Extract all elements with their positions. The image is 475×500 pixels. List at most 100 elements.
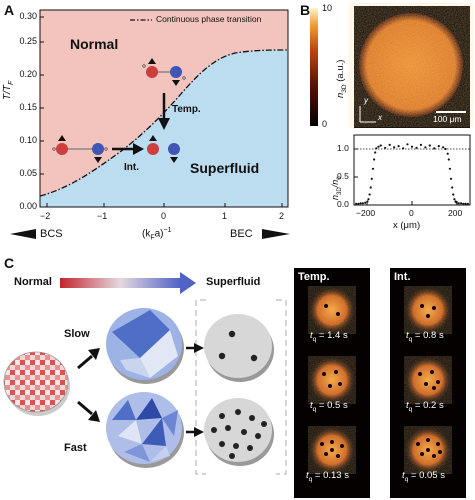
quench-superfluid-label: Superfluid bbox=[206, 276, 261, 288]
colorbar-label: n3D (a.u.) bbox=[335, 59, 348, 98]
profile-point bbox=[437, 145, 440, 148]
temp-snapshots bbox=[308, 286, 356, 474]
y-axis-ticks bbox=[40, 16, 44, 208]
bcs-label: BCS bbox=[40, 228, 63, 240]
temp-column-title: Temp. bbox=[298, 271, 330, 283]
profile-point bbox=[393, 146, 396, 149]
temperature-arrow bbox=[158, 93, 170, 130]
temp-time-3: tq = 0.13 s bbox=[306, 470, 349, 483]
profile-ytick-0: 0.0 bbox=[337, 199, 349, 209]
bec-label: BEC bbox=[230, 228, 253, 240]
profile-point bbox=[375, 147, 378, 150]
quench-gradient-arrow bbox=[60, 278, 180, 288]
int-snapshots bbox=[404, 286, 452, 474]
superfluid-slow-disc bbox=[204, 314, 274, 382]
colorbar bbox=[310, 8, 318, 126]
profile-xtick-neg200: −200 bbox=[356, 208, 376, 218]
profile-point bbox=[453, 198, 456, 201]
density-image-panel bbox=[310, 6, 471, 206]
legend-label: Continuous phase transition bbox=[156, 14, 262, 24]
molecule-normal bbox=[142, 58, 186, 86]
profile-point bbox=[357, 202, 360, 205]
profile-point bbox=[379, 144, 382, 147]
profile-point bbox=[415, 146, 418, 149]
profile-point bbox=[428, 144, 431, 147]
profile-point bbox=[397, 145, 400, 148]
profile-point bbox=[444, 147, 447, 151]
superfluid-label: Superfluid bbox=[190, 160, 260, 176]
x-axis-label: (kFa)−1 bbox=[142, 227, 172, 242]
colorbar-min: 0 bbox=[322, 119, 328, 129]
y-axis-label: T/TF bbox=[2, 80, 15, 100]
profile-point bbox=[388, 143, 391, 146]
normal-disc bbox=[3, 351, 70, 416]
profile-point bbox=[359, 202, 362, 205]
profile-point bbox=[446, 152, 449, 155]
profile-point bbox=[406, 143, 409, 146]
profile-point bbox=[455, 201, 458, 204]
profile-point bbox=[377, 145, 380, 148]
axis-x-label: x bbox=[378, 113, 382, 122]
bcs-arrow bbox=[10, 229, 36, 239]
int-time-2: tq = 0.2 s bbox=[406, 400, 444, 413]
slow-label: Slow bbox=[64, 328, 90, 340]
profile-point bbox=[460, 202, 463, 205]
snapshot-columns bbox=[294, 268, 466, 498]
quench-schematic bbox=[3, 272, 287, 475]
slow-domain-disc bbox=[106, 308, 184, 384]
profile-xtick-0: 0 bbox=[409, 208, 414, 218]
profile-point bbox=[447, 158, 450, 161]
profile-ytick-1: 1.0 bbox=[337, 143, 349, 153]
int-arrow-label: Int. bbox=[124, 162, 139, 173]
profile-point bbox=[424, 146, 427, 149]
profile-xtick-200: 200 bbox=[448, 208, 463, 218]
fast-label: Fast bbox=[64, 442, 87, 454]
profile-point bbox=[466, 202, 469, 205]
panel-c-label: C bbox=[4, 255, 15, 271]
axes-indicator bbox=[359, 106, 376, 123]
quench-normal-label: Normal bbox=[14, 276, 52, 288]
profile-ytick-05: 0.5 bbox=[337, 171, 349, 181]
profile-point bbox=[402, 147, 405, 150]
profile-point bbox=[373, 158, 376, 161]
superfluid-fast-disc bbox=[204, 398, 274, 466]
temp-time-1: tq = 1.4 s bbox=[310, 330, 348, 343]
colorbar-max: 10 bbox=[322, 3, 333, 13]
bec-arrow bbox=[262, 229, 290, 239]
profile-point bbox=[448, 167, 451, 170]
profile-point bbox=[366, 200, 369, 203]
profile-point bbox=[452, 193, 455, 196]
axis-y-label: y bbox=[364, 96, 368, 105]
arrow-to-slow bbox=[77, 354, 93, 370]
temp-time-2: tq = 0.5 s bbox=[310, 400, 348, 413]
profile-point bbox=[361, 202, 364, 205]
int-time-1: tq = 0.8 s bbox=[406, 330, 444, 343]
profile-point bbox=[355, 202, 358, 205]
profile-point bbox=[449, 177, 453, 180]
profile-point bbox=[464, 202, 467, 205]
profile-xlabel: x (μm) bbox=[393, 220, 421, 231]
profile-point bbox=[384, 146, 387, 149]
profile-point bbox=[410, 145, 414, 148]
x-axis-ticks bbox=[46, 203, 283, 207]
profile-point bbox=[368, 193, 371, 196]
phase-diagram bbox=[10, 9, 290, 239]
normal-label: Normal bbox=[70, 36, 119, 52]
molecule-superfluid bbox=[147, 135, 180, 163]
temp-arrow-label: Temp. bbox=[172, 104, 201, 115]
profile-point bbox=[364, 201, 367, 204]
profile-points bbox=[355, 143, 469, 205]
profile-point bbox=[419, 143, 422, 146]
interaction-arrow bbox=[112, 143, 144, 155]
phase-transition-curve bbox=[40, 49, 288, 197]
profile-point bbox=[371, 167, 375, 170]
int-time-3: tq = 0.05 s bbox=[402, 470, 445, 483]
int-column-title: Int. bbox=[394, 271, 411, 283]
profile-point bbox=[442, 146, 445, 149]
panel-a-label: A bbox=[4, 2, 15, 18]
profile-point bbox=[451, 186, 454, 189]
molecule-bcs bbox=[52, 135, 108, 163]
profile-point bbox=[433, 147, 436, 150]
profile-point bbox=[367, 198, 370, 201]
profile-point bbox=[370, 177, 373, 180]
